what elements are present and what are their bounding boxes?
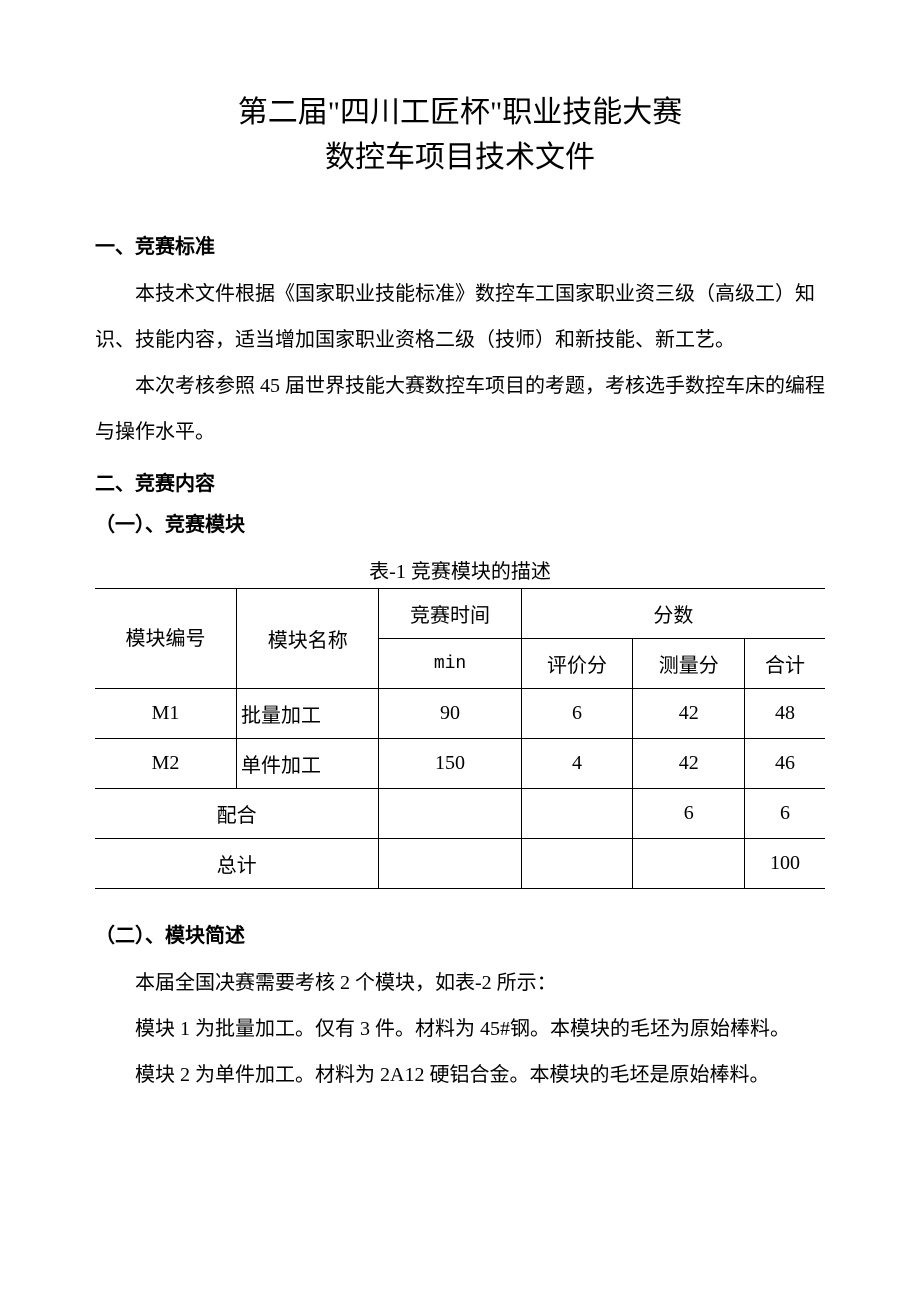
paragraph-desc-module2: 模块 2 为单件加工。材料为 2A12 硬铝合金。本模块的毛坯是原始棒料。 [95, 1052, 825, 1098]
cell-total: 46 [745, 739, 825, 789]
table-header-score: 分数 [521, 589, 825, 639]
cell-meas: 42 [633, 739, 745, 789]
cell-empty [521, 839, 633, 889]
table-header-row-1: 模块编号 模块名称 竞赛时间 分数 [95, 589, 825, 639]
document-title-line2: 数控车项目技术文件 [95, 135, 825, 180]
cell-name: 单件加工 [237, 739, 379, 789]
document-title-line1: 第二届"四川工匠杯"职业技能大赛 [95, 90, 825, 135]
table-header-eval: 评价分 [521, 639, 633, 689]
document-body: 一、竞赛标准 本技术文件根据《国家职业技能标准》数控车工国家职业资三级（高级工）… [95, 230, 825, 1098]
table-header-total: 合计 [745, 639, 825, 689]
table-row-sum: 总计 100 [95, 839, 825, 889]
table-header-time-top: 竞赛时间 [379, 589, 521, 639]
cell-empty [633, 839, 745, 889]
table-header-module-name: 模块名称 [237, 589, 379, 689]
paragraph-standards-2: 本次考核参照 45 届世界技能大赛数控车项目的考题，考核选手数控车床的编程与操作… [95, 363, 825, 455]
table-header-time-unit: min [379, 639, 521, 689]
cell-sum-total: 100 [745, 839, 825, 889]
cell-fit-total: 6 [745, 789, 825, 839]
cell-empty [521, 789, 633, 839]
paragraph-standards-1: 本技术文件根据《国家职业技能标准》数控车工国家职业资三级（高级工）知识、技能内容… [95, 271, 825, 363]
competition-modules-table: 模块编号 模块名称 竞赛时间 分数 min 评价分 测量分 合计 M1 批量加工… [95, 588, 825, 889]
cell-eval: 4 [521, 739, 633, 789]
cell-code: M2 [95, 739, 237, 789]
cell-fit-label: 配合 [95, 789, 379, 839]
section-heading-content: 二、竞赛内容 [95, 467, 825, 496]
cell-sum-label: 总计 [95, 839, 379, 889]
cell-meas: 42 [633, 689, 745, 739]
table-header-measure: 测量分 [633, 639, 745, 689]
cell-empty [379, 839, 521, 889]
cell-time: 150 [379, 739, 521, 789]
subsection-heading-modules: （一）、竞赛模块 [95, 508, 825, 537]
cell-code: M1 [95, 689, 237, 739]
section-heading-standards: 一、竞赛标准 [95, 230, 825, 259]
table-caption: 表-1 竞赛模块的描述 [95, 555, 825, 584]
cell-total: 48 [745, 689, 825, 739]
subsection-heading-module-desc: （二）、模块简述 [95, 919, 825, 948]
cell-fit-meas: 6 [633, 789, 745, 839]
table-row-fit: 配合 6 6 [95, 789, 825, 839]
cell-name: 批量加工 [237, 689, 379, 739]
cell-time: 90 [379, 689, 521, 739]
paragraph-desc-module1: 模块 1 为批量加工。仅有 3 件。材料为 45#钢。本模块的毛坯为原始棒料。 [95, 1006, 825, 1052]
table-row: M2 单件加工 150 4 42 46 [95, 739, 825, 789]
cell-empty [379, 789, 521, 839]
table-row: M1 批量加工 90 6 42 48 [95, 689, 825, 739]
cell-eval: 6 [521, 689, 633, 739]
table-header-module-code: 模块编号 [95, 589, 237, 689]
paragraph-desc-intro: 本届全国决赛需要考核 2 个模块，如表-2 所示： [95, 960, 825, 1006]
